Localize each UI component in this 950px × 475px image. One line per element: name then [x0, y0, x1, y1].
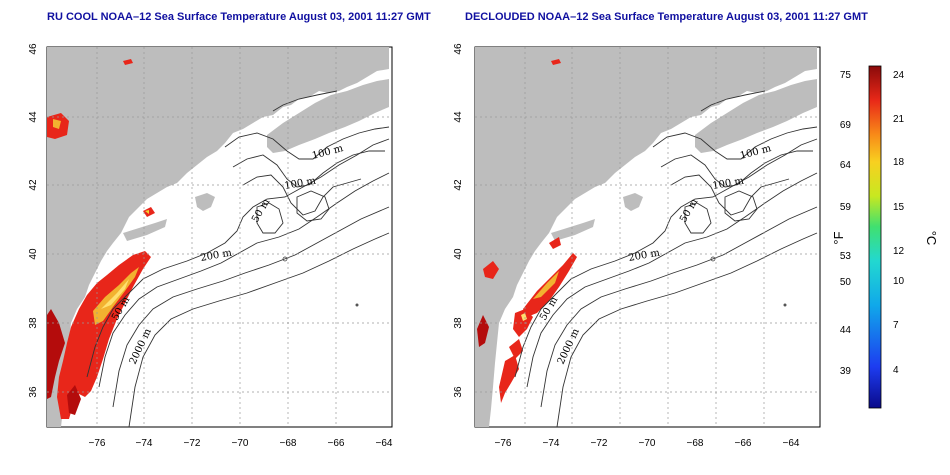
left-y-tick: 38 — [28, 317, 39, 329]
colorbar-c-tick: 12 — [893, 246, 905, 257]
right-y-tick: 40 — [453, 248, 464, 260]
colorbar-gradient — [868, 65, 882, 409]
right-x-axis: −76 −74 −72 −70 −68 −66 −64 — [495, 438, 800, 449]
colorbar-f-tick: 69 — [840, 120, 852, 131]
right-x-tick: −74 — [543, 438, 560, 449]
left-x-tick: −74 — [136, 438, 153, 449]
right-y-tick: 38 — [453, 317, 464, 329]
left-map-panel: 100 m 100 m 50 m 200 m 50 m 2000 m — [46, 46, 393, 428]
colorbar-c-tick: 15 — [893, 202, 905, 213]
right-x-tick: −68 — [687, 438, 704, 449]
right-map-panel: 100 m 100 m 50 m 200 m 50 m 2000 m — [474, 46, 821, 428]
colorbar-f-tick: 59 — [840, 202, 852, 213]
right-y-tick: 44 — [453, 111, 464, 123]
right-y-tick: 36 — [453, 386, 464, 398]
right-x-tick: −70 — [639, 438, 656, 449]
left-y-tick: 40 — [28, 248, 39, 260]
colorbar-f-tick: 44 — [840, 325, 852, 336]
colorbar-fahrenheit-label: °F — [831, 231, 846, 244]
right-x-tick: −66 — [735, 438, 752, 449]
left-y-tick: 44 — [28, 111, 39, 123]
colorbar: 75 69 64 59 53 50 44 39 24 21 18 15 12 1… — [831, 65, 939, 409]
right-x-tick: −72 — [591, 438, 608, 449]
colorbar-f-tick: 64 — [840, 160, 852, 171]
colorbar-f-tick: 50 — [840, 277, 852, 288]
colorbar-c-tick: 24 — [893, 70, 905, 81]
right-x-tick: −76 — [495, 438, 512, 449]
left-y-tick: 46 — [28, 43, 39, 55]
colorbar-f-tick: 39 — [840, 366, 852, 377]
colorbar-c-tick: 7 — [893, 320, 899, 331]
right-grid — [475, 47, 820, 427]
left-grid — [47, 47, 392, 427]
colorbar-c-tick: 4 — [893, 365, 899, 376]
right-panel-title: DECLOUDED NOAA–12 Sea Surface Temperatur… — [465, 11, 868, 23]
left-y-axis: 36 38 40 42 44 46 — [28, 43, 39, 398]
colorbar-f-tick: 53 — [840, 251, 852, 262]
left-x-tick: −72 — [184, 438, 201, 449]
colorbar-c-tick: 21 — [893, 114, 905, 125]
left-x-tick: −66 — [328, 438, 345, 449]
left-x-axis: −76 −74 −72 −70 −68 −66 −64 — [89, 438, 393, 449]
right-y-tick: 42 — [453, 179, 464, 191]
colorbar-c-tick: 10 — [893, 276, 905, 287]
left-x-tick: −70 — [232, 438, 249, 449]
colorbar-f-tick: 75 — [840, 70, 852, 81]
left-panel-title: RU COOL NOAA–12 Sea Surface Temperature … — [47, 11, 431, 23]
left-sst-overlay — [47, 59, 155, 419]
left-x-tick: −68 — [280, 438, 297, 449]
right-y-axis: 36 38 40 42 44 46 — [453, 43, 464, 398]
left-x-tick: −76 — [89, 438, 106, 449]
left-y-tick: 36 — [28, 386, 39, 398]
right-x-tick: −64 — [783, 438, 800, 449]
right-y-tick: 46 — [453, 43, 464, 55]
left-x-tick: −64 — [376, 438, 393, 449]
colorbar-celsius-label: °C — [924, 231, 939, 246]
colorbar-c-tick: 18 — [893, 157, 905, 168]
left-y-tick: 42 — [28, 179, 39, 191]
